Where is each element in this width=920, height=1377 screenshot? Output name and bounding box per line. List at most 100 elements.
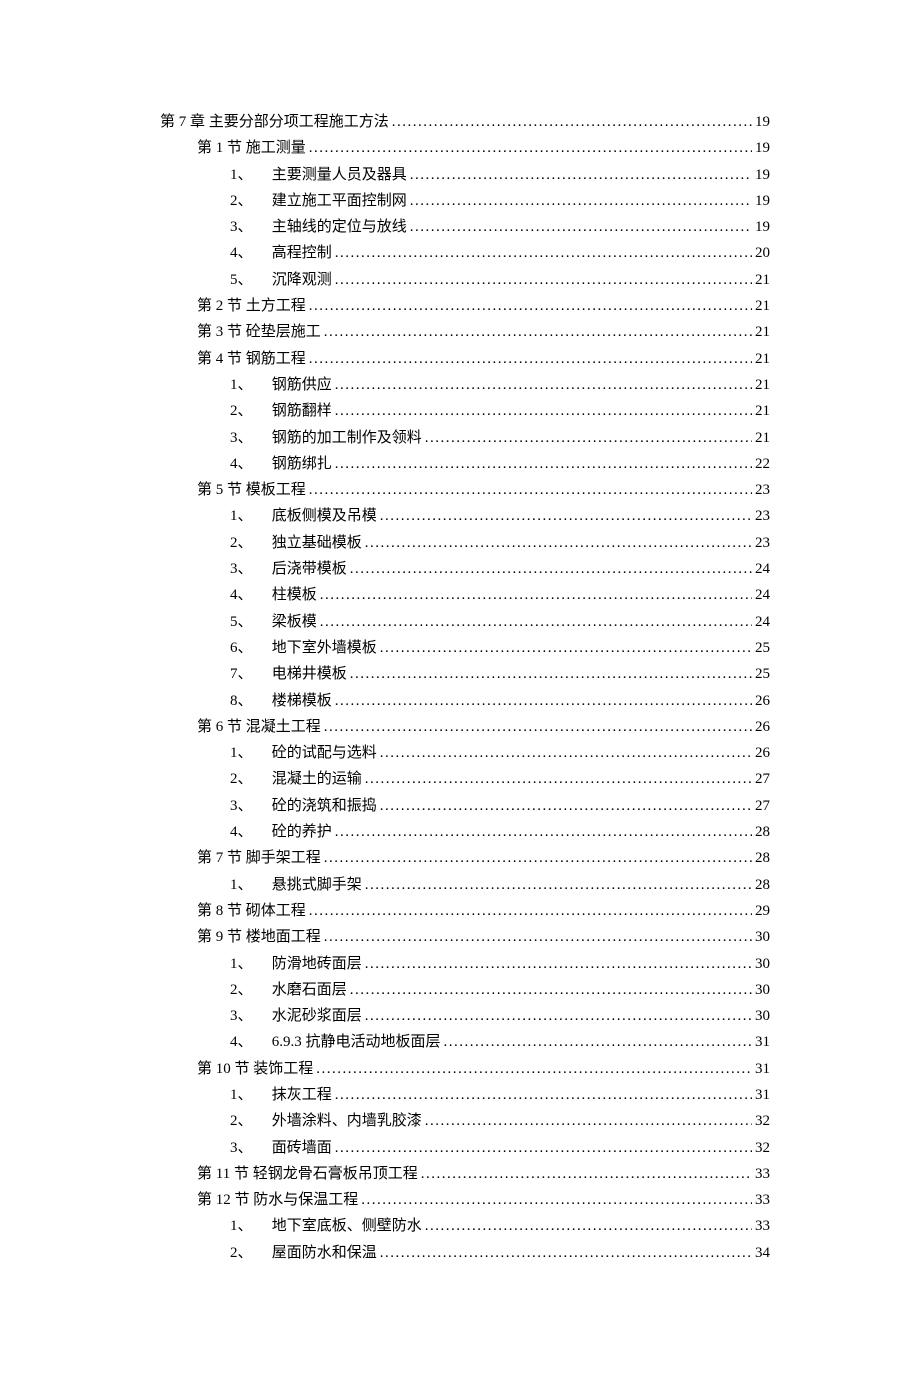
toc-container: 第 7 章 主要分部分项工程施工方法 .....................… — [160, 110, 770, 1265]
toc-entry-title: 混凝土工程 — [242, 719, 321, 735]
toc-entry-title: 钢筋工程 — [242, 351, 306, 367]
toc-entry-number: 5、 — [230, 610, 268, 634]
toc-dot-leader: ........................................… — [335, 399, 752, 423]
toc-entry: 1、 地下室底板、侧壁防水 ..........................… — [230, 1214, 770, 1238]
toc-entry-page: 32 — [755, 1136, 770, 1160]
toc-entry-label: 3、 水泥砂浆面层 — [230, 1004, 362, 1028]
toc-entry-number: 2、 — [230, 189, 268, 213]
toc-entry-title: 钢筋的加工制作及领料 — [268, 430, 422, 446]
toc-entry: 3、 后浇带模板 ...............................… — [230, 557, 770, 581]
toc-entry-label: 3、 钢筋的加工制作及领料 — [230, 426, 422, 450]
toc-entry: 4、 钢筋绑扎 ................................… — [230, 452, 770, 476]
toc-entry-title: 主要分部分项工程施工方法 — [205, 114, 389, 130]
toc-entry-label: 1、 钢筋供应 — [230, 373, 332, 397]
toc-entry-number: 4、 — [230, 452, 268, 476]
toc-entry-label: 第 9 节 楼地面工程 — [197, 925, 321, 949]
toc-dot-leader: ........................................… — [361, 1188, 752, 1212]
toc-entry-label: 2、 钢筋翻样 — [230, 399, 332, 423]
toc-entry-label: 7、 电梯井模板 — [230, 662, 347, 686]
toc-dot-leader: ........................................… — [309, 899, 752, 923]
toc-entry-number: 7、 — [230, 662, 268, 686]
toc-entry-title: 钢筋翻样 — [268, 403, 332, 419]
toc-entry-page: 28 — [755, 873, 770, 897]
toc-entry-title: 砼的浇筑和振捣 — [268, 798, 377, 814]
toc-entry: 5、 梁板模 .................................… — [230, 610, 770, 634]
toc-entry-label: 2、 独立基础模板 — [230, 531, 362, 555]
toc-dot-leader: ........................................… — [335, 452, 752, 476]
toc-entry: 1、 底板侧模及吊模 .............................… — [230, 504, 770, 528]
toc-dot-leader: ........................................… — [392, 110, 752, 134]
toc-entry-page: 21 — [755, 294, 770, 318]
toc-entry: 3、 面砖墙面 ................................… — [230, 1136, 770, 1160]
toc-entry-title: 砼的养护 — [268, 824, 332, 840]
toc-dot-leader: ........................................… — [309, 478, 752, 502]
toc-entry-page: 26 — [755, 715, 770, 739]
toc-dot-leader: ........................................… — [421, 1162, 752, 1186]
toc-entry-label: 1、 防滑地砖面层 — [230, 952, 362, 976]
toc-dot-leader: ........................................… — [380, 794, 752, 818]
toc-dot-leader: ........................................… — [380, 1241, 752, 1265]
toc-entry-page: 24 — [755, 583, 770, 607]
toc-entry-label: 第 4 节 钢筋工程 — [197, 347, 306, 371]
toc-entry-number: 第 1 节 — [197, 140, 242, 156]
toc-entry-title: 主轴线的定位与放线 — [268, 219, 407, 235]
toc-entry-title: 梁板模 — [268, 614, 317, 630]
toc-entry-number: 1、 — [230, 504, 268, 528]
toc-entry-label: 5、 梁板模 — [230, 610, 317, 634]
toc-entry-page: 31 — [755, 1030, 770, 1054]
toc-entry-label: 第 7 节 脚手架工程 — [197, 846, 321, 870]
toc-entry-page: 21 — [755, 426, 770, 450]
toc-entry-page: 21 — [755, 347, 770, 371]
toc-entry: 第 8 节 砌体工程 .............................… — [197, 899, 770, 923]
toc-dot-leader: ........................................… — [324, 715, 752, 739]
toc-entry-title: 电梯井模板 — [268, 666, 347, 682]
toc-entry: 第 1 节 施工测量 .............................… — [197, 136, 770, 160]
toc-dot-leader: ........................................… — [324, 846, 752, 870]
toc-entry-number: 2、 — [230, 978, 268, 1002]
toc-entry-label: 第 5 节 模板工程 — [197, 478, 306, 502]
toc-entry: 8、 楼梯模板 ................................… — [230, 689, 770, 713]
toc-entry-label: 5、 沉降观测 — [230, 268, 332, 292]
toc-dot-leader: ........................................… — [309, 347, 752, 371]
toc-entry-number: 1、 — [230, 1083, 268, 1107]
toc-entry-number: 第 6 节 — [197, 719, 242, 735]
toc-dot-leader: ........................................… — [335, 689, 752, 713]
toc-entry-label: 4、 柱模板 — [230, 583, 317, 607]
toc-entry-page: 28 — [755, 846, 770, 870]
toc-entry-page: 22 — [755, 452, 770, 476]
toc-entry-title: 楼梯模板 — [268, 693, 332, 709]
toc-entry-title: 主要测量人员及器具 — [268, 167, 407, 183]
toc-entry-number: 第 7 章 — [160, 114, 205, 130]
toc-entry-page: 21 — [755, 268, 770, 292]
toc-dot-leader: ........................................… — [335, 373, 752, 397]
toc-entry-number: 4、 — [230, 241, 268, 265]
toc-entry: 2、 水磨石面层 ...............................… — [230, 978, 770, 1002]
toc-entry-label: 4、 高程控制 — [230, 241, 332, 265]
toc-entry-number: 4、 — [230, 583, 268, 607]
toc-entry-label: 第 1 节 施工测量 — [197, 136, 306, 160]
toc-entry: 1、 钢筋供应 ................................… — [230, 373, 770, 397]
toc-entry: 第 11 节 轻钢龙骨石膏板吊顶工程 .....................… — [197, 1162, 770, 1186]
toc-entry-label: 2、 屋面防水和保温 — [230, 1241, 377, 1265]
toc-entry-title: 6.9.3 抗静电活动地板面层 — [268, 1034, 441, 1050]
toc-dot-leader: ........................................… — [324, 925, 752, 949]
toc-entry-page: 28 — [755, 820, 770, 844]
toc-entry: 2、 屋面防水和保温 .............................… — [230, 1241, 770, 1265]
toc-entry-number: 3、 — [230, 794, 268, 818]
toc-entry-label: 4、 6.9.3 抗静电活动地板面层 — [230, 1030, 441, 1054]
toc-entry-title: 防水与保温工程 — [250, 1192, 359, 1208]
toc-entry: 2、 钢筋翻样 ................................… — [230, 399, 770, 423]
toc-dot-leader: ........................................… — [335, 1136, 752, 1160]
toc-entry: 第 3 节 砼垫层施工 ............................… — [197, 320, 770, 344]
toc-entry-title: 柱模板 — [268, 587, 317, 603]
toc-entry: 第 7 章 主要分部分项工程施工方法 .....................… — [160, 110, 770, 134]
toc-entry: 4、 柱模板 .................................… — [230, 583, 770, 607]
toc-entry-page: 32 — [755, 1109, 770, 1133]
toc-entry-title: 砌体工程 — [242, 903, 306, 919]
toc-dot-leader: ........................................… — [350, 662, 752, 686]
toc-entry-title: 地下室外墙模板 — [268, 640, 377, 656]
toc-entry-label: 1、 抹灰工程 — [230, 1083, 332, 1107]
toc-entry: 2、 外墙涂料、内墙乳胶漆 ..........................… — [230, 1109, 770, 1133]
toc-entry: 5、 沉降观测 ................................… — [230, 268, 770, 292]
toc-entry-label: 2、 水磨石面层 — [230, 978, 347, 1002]
